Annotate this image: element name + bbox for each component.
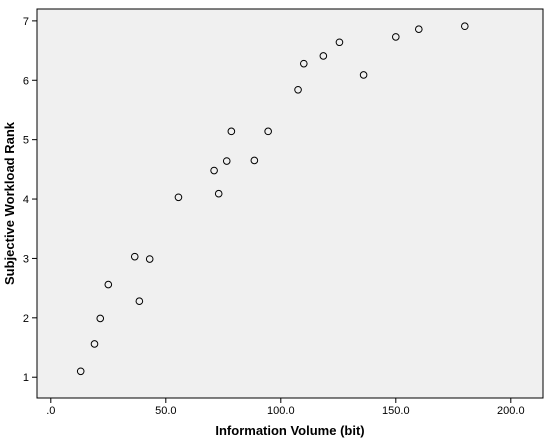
data-point [264,127,272,136]
data-point [300,59,308,68]
y-tick-label: 2 [23,313,29,325]
data-point [210,166,218,175]
data-point [319,52,328,60]
y-axis: 1 2 3 4 5 6 7 [23,16,37,384]
x-tick-label: 50.0 [155,405,176,417]
data-points [76,22,469,376]
data-point [76,367,85,376]
data-point [130,252,139,261]
data-point [461,22,469,31]
data-point [174,193,183,202]
data-point [335,38,344,47]
y-tick-label: 5 [23,135,29,147]
y-tick-label: 6 [23,75,29,87]
data-point [222,157,231,165]
data-point [135,297,144,305]
data-point [90,340,99,348]
data-point [250,156,259,165]
y-tick-label: 3 [23,253,29,265]
data-point [392,33,400,41]
y-tick-label: 1 [23,372,29,384]
data-point [415,25,423,33]
x-tick-label: .0 [46,405,55,417]
data-point [104,280,113,289]
y-tick-label: 4 [23,194,29,206]
data-point [227,127,236,136]
x-tick-label: 100.0 [267,405,295,417]
x-tick-label: 150.0 [382,405,410,417]
plot-area [36,8,544,399]
data-point [214,189,223,198]
x-axis: .0 50.0 100.0 150.0 200.0 [46,398,525,417]
data-point [359,71,368,79]
y-axis-title: Subjective Workload Rank [2,121,17,285]
data-point [145,255,154,263]
data-point [96,314,105,323]
data-point [294,85,302,94]
x-axis-title: Information Volume (bit) [215,423,364,438]
y-tick-label: 7 [23,16,29,28]
x-tick-label: 200.0 [497,405,525,417]
